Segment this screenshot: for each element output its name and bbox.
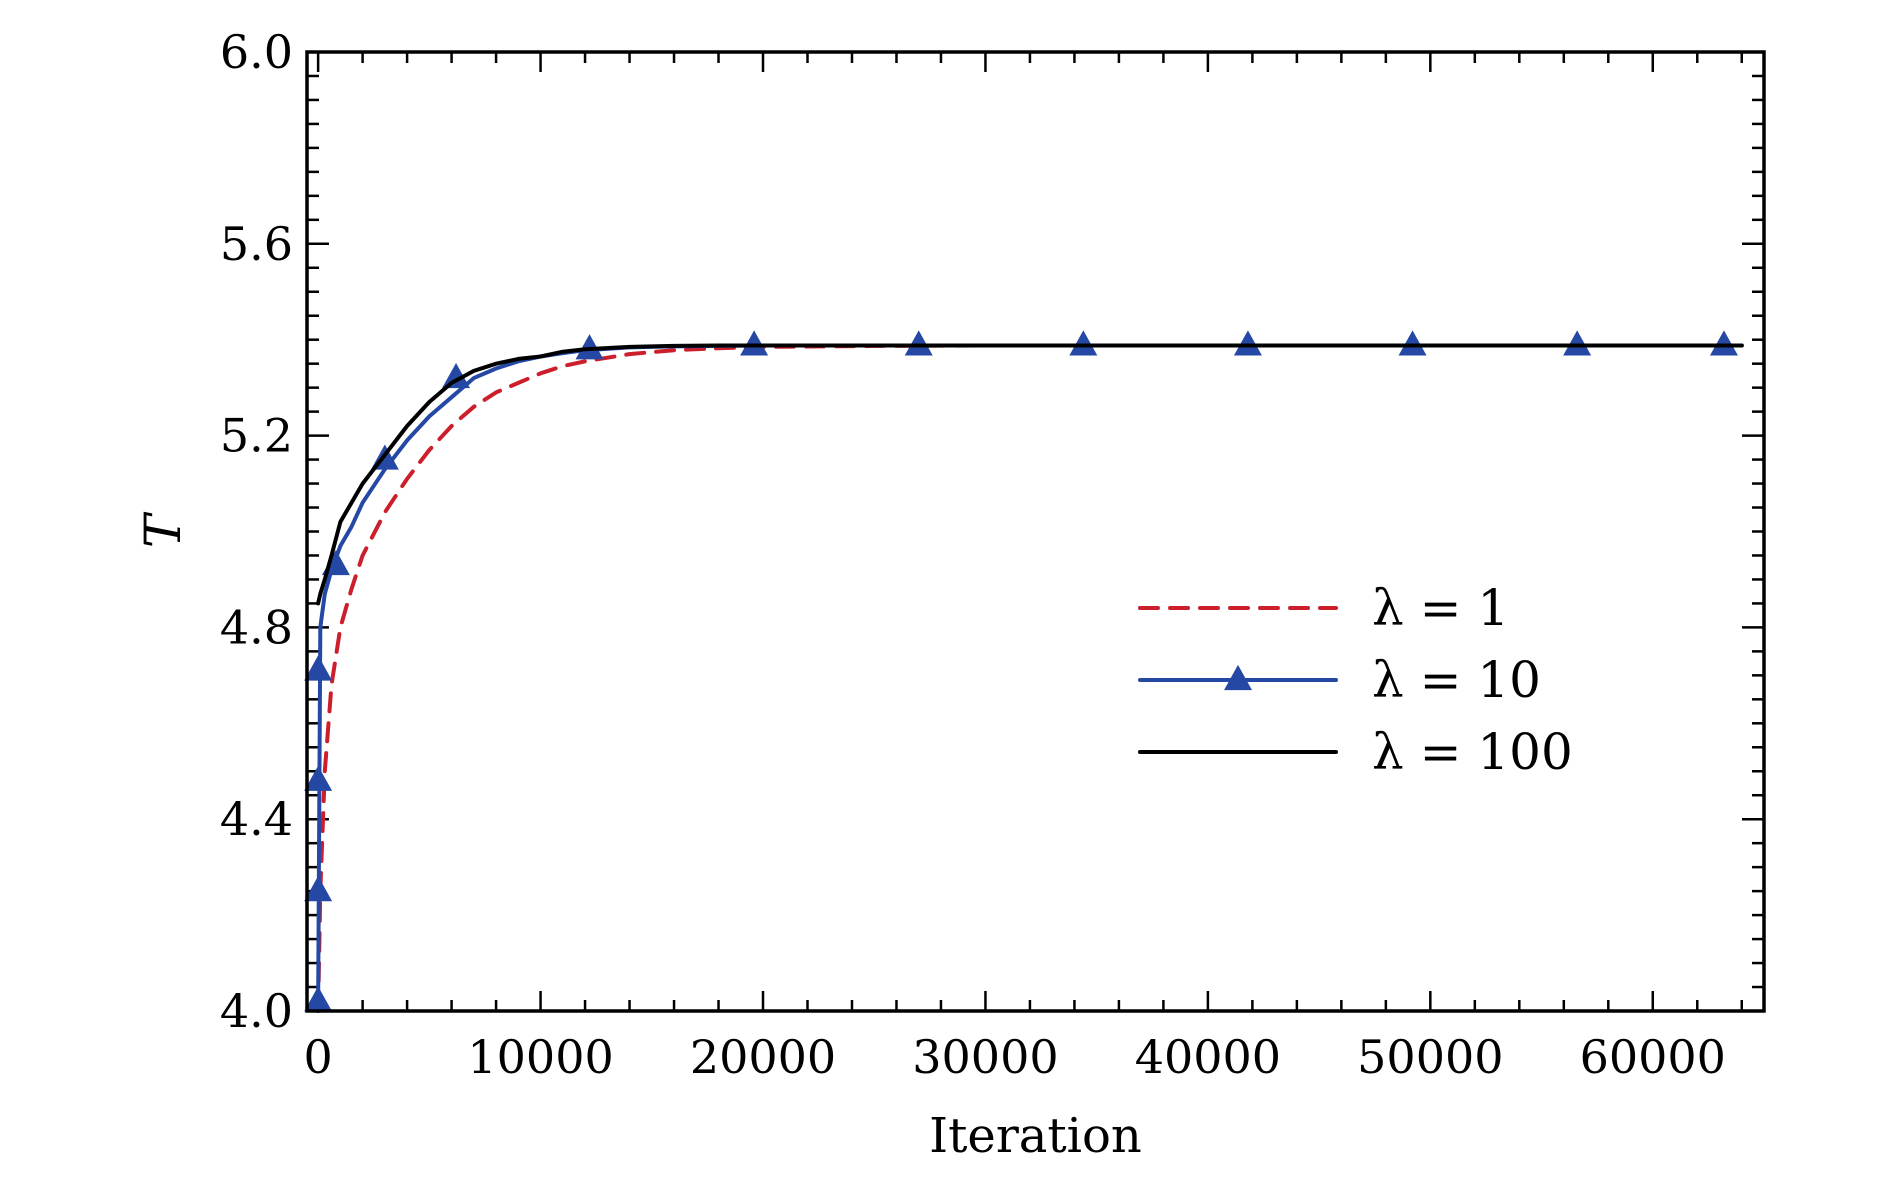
y-tick-label: 5.2 — [220, 409, 293, 463]
series-layer — [304, 330, 1744, 1013]
y-tick-label: 4.8 — [220, 600, 293, 654]
y-tick-label: 4.4 — [220, 792, 293, 846]
series-marker-2 — [740, 330, 769, 356]
series-marker-2 — [442, 362, 471, 389]
series-line-3 — [316, 343, 1744, 606]
axis-ticks — [307, 50, 1764, 1013]
series-marker-2 — [304, 655, 333, 681]
legend-label-2: λ = 10 — [1372, 651, 1541, 709]
legend-marker-2 — [1224, 664, 1252, 691]
y-axis-label: T — [134, 511, 192, 548]
y-tick-label: 4.0 — [220, 984, 293, 1038]
x-tick-label: 40000 — [1135, 1030, 1281, 1084]
x-tick-label: 30000 — [912, 1030, 1058, 1084]
x-tick-label: 50000 — [1357, 1030, 1503, 1084]
series-marker-2 — [1563, 330, 1592, 356]
y-tick-label: 6.0 — [220, 25, 293, 79]
series-marker-2 — [1709, 330, 1738, 356]
plot-frame — [305, 50, 1766, 1013]
legend-label-1: λ = 1 — [1372, 579, 1509, 637]
x-tick-label: 0 — [303, 1030, 332, 1084]
x-axis-label: Iteration — [929, 1108, 1142, 1164]
x-tick-label: 10000 — [467, 1030, 613, 1084]
series-marker-2 — [1069, 330, 1098, 356]
series-marker-2 — [575, 334, 604, 360]
series-marker-2 — [1233, 330, 1262, 356]
tick-labels: 0 10000 20000 30000 40000 50000 60000 4.0 4.4 4.8… — [220, 25, 1726, 1084]
series-marker-2 — [904, 330, 933, 356]
legend: λ = 1 λ = 10 λ = 100 — [1138, 579, 1573, 781]
x-tick-label: 20000 — [690, 1030, 836, 1084]
series-marker-2 — [304, 876, 333, 902]
series-line-1 — [316, 343, 1744, 1013]
series-marker-2 — [1398, 330, 1427, 356]
x-tick-label: 60000 — [1580, 1030, 1726, 1084]
series-marker-2 — [304, 765, 333, 791]
series-marker-2 — [304, 986, 333, 1012]
legend-label-3: λ = 100 — [1372, 723, 1573, 781]
y-tick-label: 5.6 — [220, 217, 293, 271]
